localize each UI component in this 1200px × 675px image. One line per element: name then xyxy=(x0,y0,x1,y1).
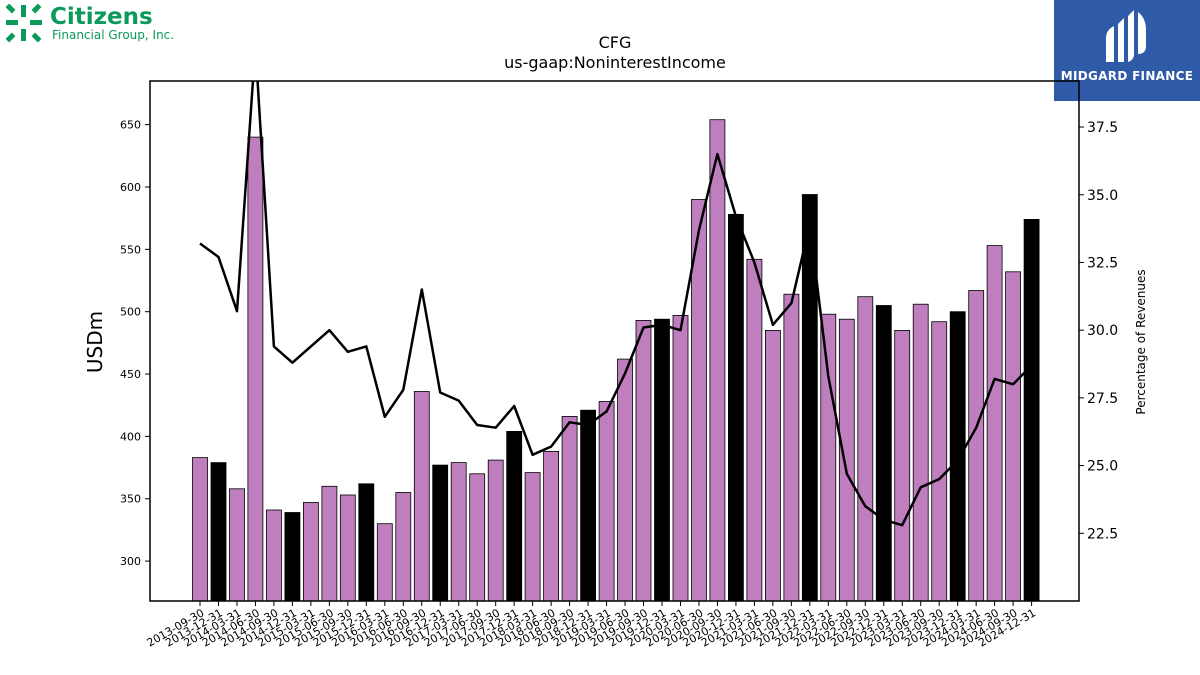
bar-2016-06-30 xyxy=(395,492,412,601)
x-axis: 2013-09-302013-12-312014-03-312014-06-30… xyxy=(145,601,1038,650)
bar-2014-09-30 xyxy=(265,509,282,601)
line-series xyxy=(199,81,1033,527)
bar-2018-09-30 xyxy=(561,415,578,601)
bar-2014-06-30 xyxy=(247,136,264,601)
bar-2020-03-31 xyxy=(672,314,689,601)
bar-2017-03-31 xyxy=(450,462,467,601)
y-tick-label-400: 400 xyxy=(120,430,141,443)
midgard-emblem-icon xyxy=(1106,10,1146,62)
bar-2016-12-31 xyxy=(432,464,449,601)
bar-2016-03-31 xyxy=(376,523,393,601)
bar-2021-12-31 xyxy=(801,194,818,601)
bar-2024-03-31 xyxy=(968,290,985,601)
bar-2020-06-30 xyxy=(691,199,707,601)
bar-2014-12-31 xyxy=(284,512,301,601)
bar-2021-09-30 xyxy=(783,293,800,601)
bar-2015-09-30 xyxy=(339,494,356,601)
bar-2020-09-30 xyxy=(709,119,726,601)
y2-tick-label-35.0: 35.0 xyxy=(1087,188,1118,204)
bar-2019-09-30 xyxy=(635,319,652,601)
y-tick-label-500: 500 xyxy=(120,306,141,319)
y2-tick-label-32.5: 32.5 xyxy=(1087,255,1118,271)
y2-tick-label-30.0: 30.0 xyxy=(1087,323,1118,339)
chart-title: CFG xyxy=(599,33,632,52)
y-tick-label-450: 450 xyxy=(120,368,141,381)
bar-2021-03-31 xyxy=(746,258,763,601)
bar-2018-03-31 xyxy=(524,472,541,601)
y2-tick-label-22.5: 22.5 xyxy=(1087,526,1118,542)
y-tick-label-300: 300 xyxy=(120,555,141,568)
y-tick-label-650: 650 xyxy=(120,119,141,132)
y2-tick-label-25.0: 25.0 xyxy=(1087,459,1118,475)
bar-2024-12-31 xyxy=(1023,218,1040,601)
bar-2020-12-31 xyxy=(728,213,744,601)
citizens-emblem-icon xyxy=(5,4,42,43)
y-axis-label: USDm xyxy=(83,311,107,373)
y-axis: 300 350 400 450 500 550 600 650 xyxy=(120,119,150,568)
bar-2018-12-31 xyxy=(580,409,596,601)
revenue-percentage-line xyxy=(199,81,1033,527)
bar-2021-06-30 xyxy=(765,329,781,601)
bar-2015-06-30 xyxy=(321,485,338,601)
bar-2023-09-30 xyxy=(931,321,948,601)
bar-2022-12-31 xyxy=(875,305,892,601)
bar-2022-09-30 xyxy=(857,296,874,601)
y2-tick-label-37.5: 37.5 xyxy=(1087,120,1118,136)
bar-2014-03-31 xyxy=(229,488,245,601)
y-tick-label-350: 350 xyxy=(120,493,141,506)
bar-2017-09-30 xyxy=(487,459,504,601)
midgard-logo: MIDGARD FINANCE xyxy=(1054,0,1200,101)
citizens-logo: Citizens Financial Group, Inc. xyxy=(4,2,204,46)
bar-2019-06-30 xyxy=(617,358,633,601)
bar-2022-03-31 xyxy=(820,313,837,601)
chart-subtitle: us-gaap:NoninterestIncome xyxy=(504,53,726,72)
citizens-logo-name: Citizens xyxy=(50,4,153,30)
bar-2023-06-30 xyxy=(912,303,929,601)
bar-2024-09-30 xyxy=(1005,271,1021,601)
bar-2023-12-31 xyxy=(949,311,966,601)
bar-2015-12-31 xyxy=(358,483,375,601)
y2-tick-label-27.5: 27.5 xyxy=(1087,391,1118,407)
y-tick-label-550: 550 xyxy=(120,243,141,256)
y-tick-label-600: 600 xyxy=(120,181,141,194)
bar-2013-09-30 xyxy=(192,457,208,601)
bar-2018-06-30 xyxy=(543,450,559,601)
bar-2022-06-30 xyxy=(838,318,855,601)
bar-2013-12-31 xyxy=(210,462,227,601)
bar-2015-03-31 xyxy=(302,502,319,601)
y2-axis: 22.5 25.0 27.5 30.0 32.5 35.0 37.5 xyxy=(1079,120,1118,542)
y2-axis-label: Percentage of Revenues xyxy=(1134,269,1148,414)
bar-2017-06-30 xyxy=(469,473,486,601)
midgard-logo-name: MIDGARD FINANCE xyxy=(1060,69,1194,83)
plot-frame xyxy=(149,80,1080,602)
bar-2019-03-31 xyxy=(598,401,615,601)
bar-2024-06-30 xyxy=(986,245,1003,601)
bar-2023-03-31 xyxy=(894,329,911,601)
bar-2017-12-31 xyxy=(506,430,523,601)
bar-2019-12-31 xyxy=(654,318,670,601)
bar-2016-09-30 xyxy=(413,391,430,601)
bar-series xyxy=(192,119,1040,601)
citizens-logo-subtitle: Financial Group, Inc. xyxy=(52,28,175,42)
